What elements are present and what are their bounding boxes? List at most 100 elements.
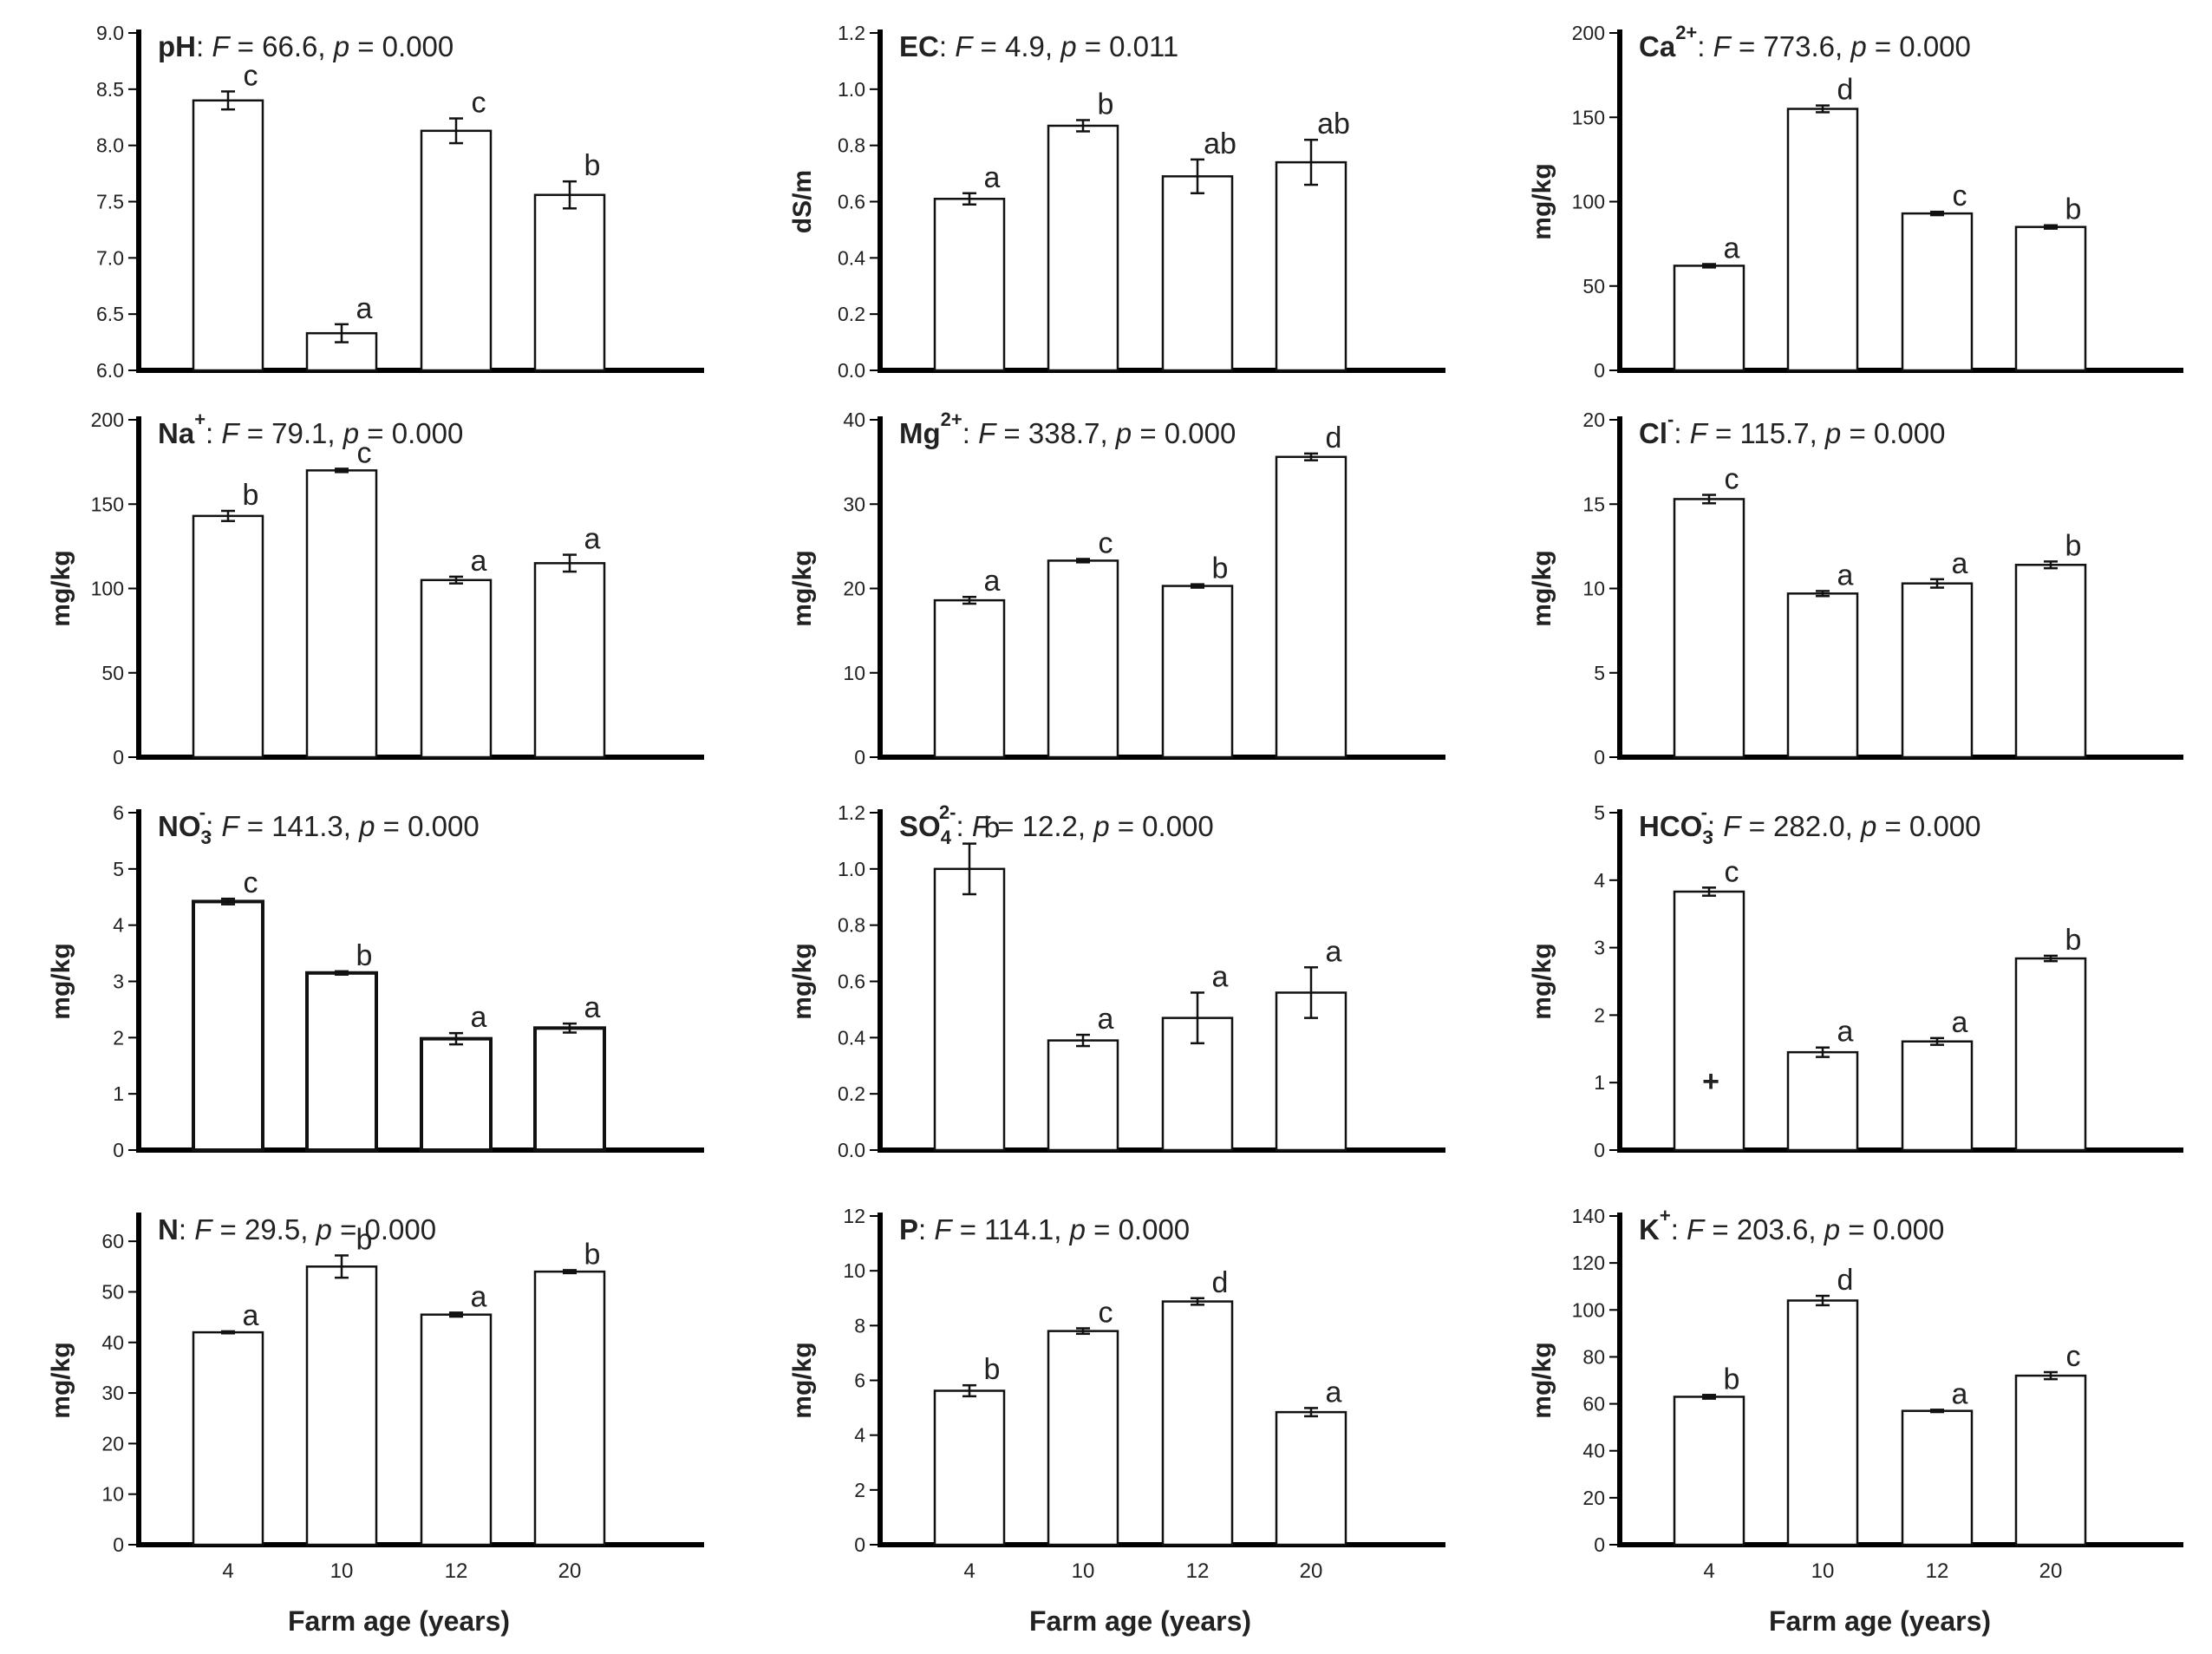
y-tick-label: 0.6 [838,971,865,993]
bar-12 [1901,1409,1974,1546]
y-tick-label: 0.2 [838,303,865,325]
bar-10 [1047,1330,1119,1546]
significance-letter: c [1099,526,1113,559]
significance-letter: c [2066,1340,2081,1373]
chart-panel-6: 0 1 2 3 4 5 6 mg/kg c b a a NO3​-​: F = 141.3, p = 0… [47,801,704,1161]
y-tick-label: 5 [1594,801,1605,824]
bar-20 [533,562,606,759]
significance-letter: b [2065,193,2082,226]
y-axis-label: mg/kg [47,1342,75,1418]
y-tick-label: 3 [113,971,124,993]
y-axis-label: mg/kg [47,943,75,1019]
bar-10 [1786,1299,1859,1546]
y-tick-label: 0 [113,1139,124,1161]
y-axis-label: mg/kg [47,550,75,626]
significance-letter: c [1099,1296,1113,1329]
significance-letter: a [1326,1376,1342,1409]
significance-letter: b [984,812,1001,845]
significance-letter: c [244,866,258,899]
chart-title: pH: F = 66.6, p = 0.000 [158,30,453,62]
y-tick-label: 4 [1594,869,1605,892]
y-tick-label: 0.8 [838,134,865,157]
y-tick-label: 0 [113,1533,124,1556]
significance-letter: c [472,87,486,120]
chart-panel-8: 0 1 2 3 4 5 mg/kg c a a b + HCO3​-​: F = 282.0, p = … [1528,801,2183,1161]
y-tick-label: 0.4 [838,246,865,269]
y-tick-label: 10 [843,1259,865,1282]
y-axis-label: mg/kg [1528,1342,1556,1418]
significance-letter: b [584,149,601,182]
bar-10 [305,971,378,1153]
bar-10 [305,469,378,759]
significance-letter: b [1212,552,1229,585]
bar-12 [1161,175,1234,372]
significance-letter: b [1724,1363,1740,1396]
y-tick-label: 2 [854,1479,865,1501]
significance-letter: a [1212,960,1229,993]
significance-letter: a [984,565,1001,598]
bar-12 [420,129,493,372]
x-tick-label: 12 [1186,1559,1210,1583]
y-tick-label: 80 [1582,1345,1605,1368]
bar-20 [533,1026,606,1152]
significance-letter: a [1837,559,1854,592]
chart-title: HCO3​-​: F = 282.0, p = 0.000 [1639,801,1981,848]
y-tick-label: 0.0 [838,359,865,382]
significance-letter: b [2065,529,2082,562]
y-tick-label: 40 [1582,1440,1605,1462]
bar-12 [1901,212,1974,372]
y-tick-label: 0.8 [838,914,865,937]
bar-12 [420,579,493,759]
y-tick-label: 0 [1594,359,1605,382]
chart-panel-0: 6.0 6.5 7.0 7.5 8.0 8.5 9.0 c a c b pH: F = 66.6, p… [96,22,704,382]
bar-4 [933,198,1006,372]
chart-title: K+​: F = 203.6, p = 0.000 [1639,1205,1944,1245]
bar-4 [1673,498,1745,759]
x-tick-label: 4 [963,1559,975,1583]
chart-title: P: F = 114.1, p = 0.000 [899,1213,1190,1245]
y-tick-label: 20 [843,578,865,600]
chart-title: N: F = 29.5, p = 0.000 [158,1213,436,1245]
y-tick-label: 50 [101,662,124,684]
y-tick-label: 140 [1572,1205,1605,1227]
significance-letter: b [356,939,373,972]
significance-letter: a [1952,1006,1968,1039]
bar-4 [933,867,1006,1152]
bar-4 [192,514,264,759]
y-tick-label: 60 [1582,1393,1605,1415]
y-tick-label: 150 [91,493,124,515]
x-tick-label: 10 [330,1559,354,1583]
significance-letter: b [356,1223,373,1256]
significance-letter: b [584,1238,601,1271]
y-tick-label: 60 [101,1230,124,1252]
significance-letter: d [1326,422,1342,454]
significance-letter: d [1212,1266,1229,1299]
significance-letter: a [1952,1377,1968,1410]
y-tick-label: 0.6 [838,191,865,213]
y-tick-label: 6.5 [96,303,124,325]
significance-letter: a [584,991,601,1024]
significance-letter: c [1725,463,1739,496]
y-tick-label: 12 [843,1205,865,1227]
significance-letter: b [1098,88,1114,121]
y-tick-label: 30 [843,493,865,515]
significance-letter: a [471,545,487,578]
y-tick-label: 100 [91,578,124,600]
y-tick-label: 10 [1582,578,1605,600]
y-tick-label: 8 [854,1314,865,1337]
y-tick-label: 0 [854,746,865,768]
x-tick-label: 12 [1926,1559,1949,1583]
significance-letter: b [984,1353,1001,1386]
bar-20 [2014,1374,2087,1546]
y-tick-label: 10 [101,1483,124,1506]
y-tick-label: 20 [101,1432,124,1455]
y-tick-label: 10 [843,662,865,684]
y-tick-label: 50 [1582,275,1605,297]
bar-20 [1275,1410,1347,1546]
bar-10 [1786,592,1859,759]
bar-20 [2014,957,2087,1152]
y-tick-label: 100 [1572,191,1605,213]
significance-letter: d [1837,1264,1854,1297]
